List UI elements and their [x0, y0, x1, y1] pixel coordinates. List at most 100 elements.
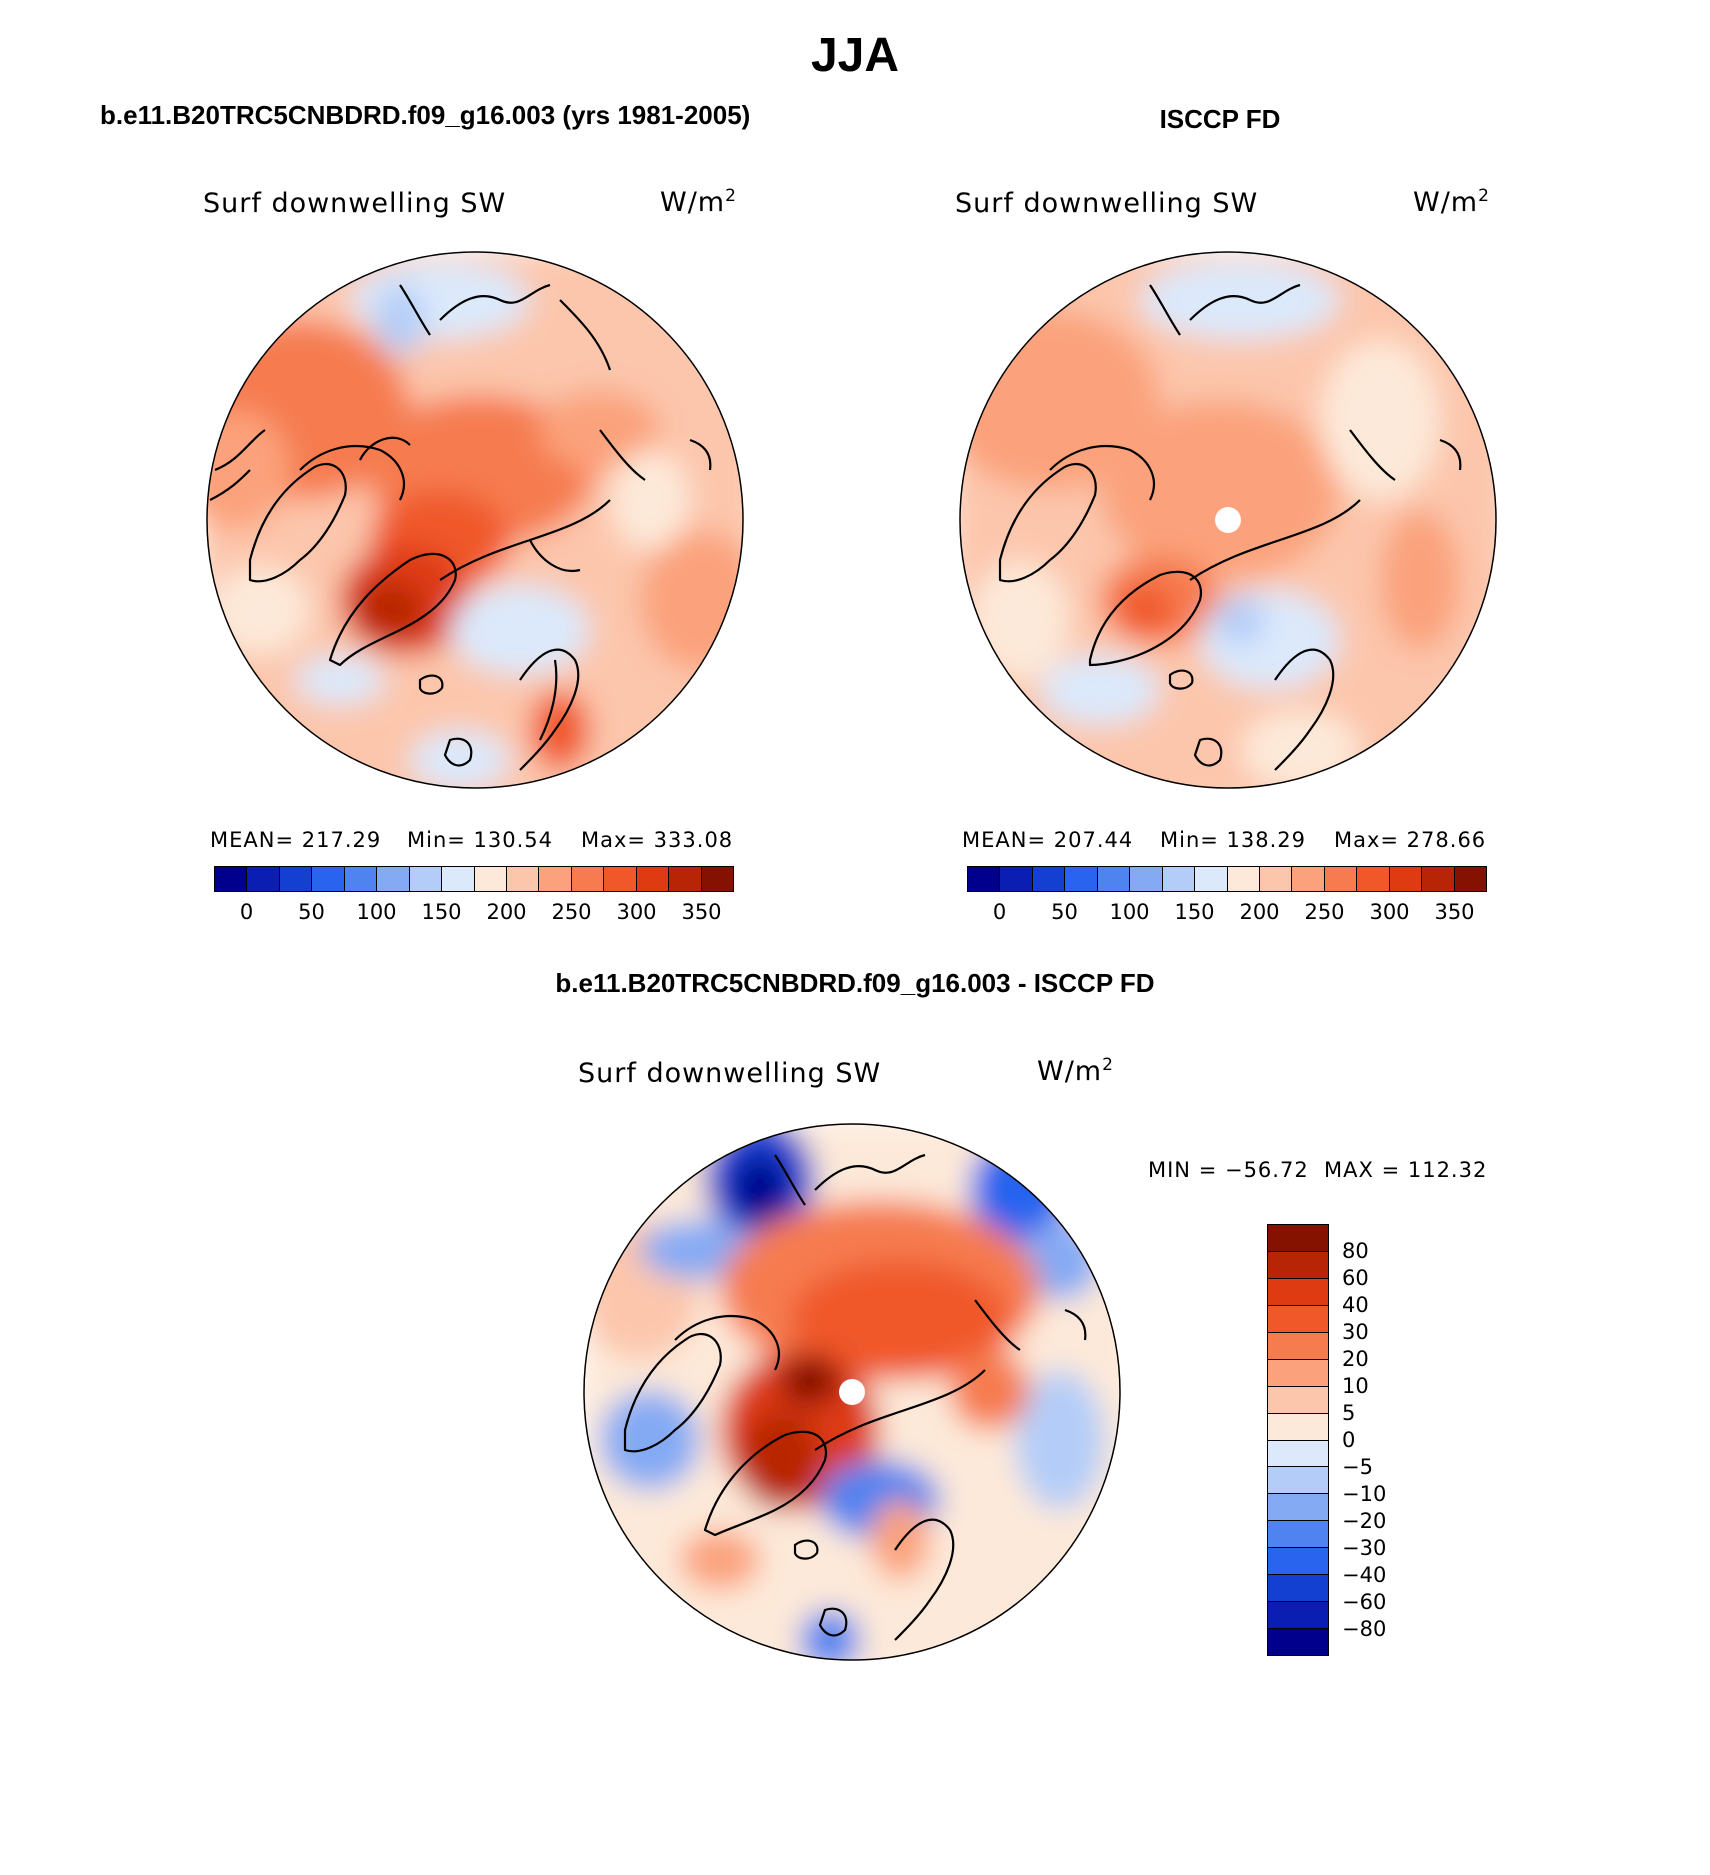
obs-colorbar: [967, 866, 1487, 892]
diff-colorbar-box: [1268, 1548, 1328, 1576]
diff-colorbar-box: [1268, 1386, 1328, 1414]
diff-colorbar-box: [1268, 1575, 1328, 1603]
obs-colorbar-box: [1259, 867, 1293, 891]
model-units-label: W/m2: [660, 186, 737, 218]
diff-field: [584, 1124, 1120, 1660]
diff-colorbar-box: [1268, 1251, 1328, 1279]
figure-title: JJA: [810, 29, 900, 82]
diff-colorbar-box: [1268, 1278, 1328, 1306]
diff-coastlines: [623, 1153, 1087, 1641]
diff-colorbar-tick-label: −60: [1342, 1590, 1387, 1614]
model-colorbar-box: [571, 867, 605, 891]
obs-min: Min= 138.29: [1160, 828, 1307, 852]
model-colorbar-box: [442, 867, 475, 891]
obs-colorbar-box: [1097, 867, 1131, 891]
obs-colorbar-box: [1422, 867, 1455, 891]
model-case-title: b.e11.B20TRC5CNBDRD.f09_g16.003 (yrs 198…: [100, 100, 751, 130]
model-field: [207, 252, 743, 788]
obs-colorbar-box: [1195, 867, 1228, 891]
obs-colorbar-tick-label: 100: [1109, 900, 1150, 924]
diff-pole-mask: [839, 1379, 865, 1405]
model-colorbar-box: [215, 867, 248, 891]
diff-colorbar-tick-label: 10: [1342, 1374, 1369, 1398]
obs-colorbar-box: [1000, 867, 1033, 891]
diff-colorbar-box: [1268, 1413, 1328, 1441]
model-map: [207, 252, 743, 788]
diff-colorbar-tick-label: −80: [1342, 1617, 1387, 1641]
diff-colorbar-box: [1268, 1521, 1328, 1549]
obs-max: Max= 278.66: [1334, 828, 1487, 852]
model-colorbar-tick-label: 350: [681, 900, 722, 924]
obs-colorbar-box: [1032, 867, 1066, 891]
diff-colorbar-box: [1268, 1305, 1328, 1333]
diff-colorbar-box: [1268, 1332, 1328, 1360]
model-variable-label: Surf downwelling SW: [203, 188, 507, 219]
diff-colorbar-tick-label: −5: [1342, 1455, 1373, 1479]
obs-colorbar-tick-label: 350: [1434, 900, 1475, 924]
obs-pole-mask: [1215, 507, 1241, 533]
diff-colorbar: [1267, 1224, 1329, 1656]
diff-colorbar-tick-label: 30: [1342, 1320, 1369, 1344]
diff-colorbar-ticks: 80 60 40 30 20 10 5 0 −5 −10 −20 −30 −40 −60 −80: [1342, 1224, 1422, 1656]
obs-colorbar-box: [1389, 867, 1423, 891]
model-colorbar-box: [701, 867, 733, 891]
diff-map-boundary: [583, 1123, 1121, 1661]
obs-variable-label: Surf downwelling SW: [955, 188, 1259, 219]
model-colorbar-box: [604, 867, 637, 891]
obs-coastlines: [998, 283, 1462, 771]
model-colorbar-box: [539, 867, 572, 891]
obs-colorbar-box: [1357, 867, 1390, 891]
diff-colorbar-tick-label: 5: [1342, 1401, 1356, 1425]
model-colorbar: [214, 866, 734, 892]
model-colorbar-box: [636, 867, 670, 891]
obs-colorbar-box: [1227, 867, 1260, 891]
model-colorbar-tick-label: 100: [356, 900, 397, 924]
model-colorbar-tick-label: 150: [421, 900, 462, 924]
obs-colorbar-tick-label: 0: [992, 900, 1007, 924]
diff-map: [584, 1124, 1120, 1660]
obs-colorbar-box: [1454, 867, 1486, 891]
obs-mean: MEAN= 207.44: [962, 828, 1134, 852]
diff-colorbar-tick-label: 80: [1342, 1239, 1369, 1263]
obs-colorbar-tick-label: 150: [1174, 900, 1215, 924]
diff-colorbar-tick-label: −30: [1342, 1536, 1387, 1560]
diff-colorbar-tick-label: −10: [1342, 1482, 1387, 1506]
model-colorbar-tick-label: 300: [616, 900, 657, 924]
diff-colorbar-box: [1268, 1359, 1328, 1387]
model-colorbar-box: [474, 867, 507, 891]
model-colorbar-tick-label: 50: [298, 900, 325, 924]
diff-colorbar-tick-label: −20: [1342, 1509, 1387, 1533]
model-colorbar-box: [279, 867, 313, 891]
obs-colorbar-tick-label: 250: [1304, 900, 1345, 924]
model-colorbar-box: [344, 867, 378, 891]
obs-colorbar-tick-label: 50: [1051, 900, 1078, 924]
model-colorbar-box: [506, 867, 540, 891]
obs-colorbar-box: [1130, 867, 1163, 891]
diff-colorbar-box: [1268, 1225, 1328, 1252]
obs-colorbar-tick-label: 200: [1239, 900, 1280, 924]
diff-colorbar-tick-label: 20: [1342, 1347, 1369, 1371]
difference-title: b.e11.B20TRC5CNBDRD.f09_g16.003 - ISCCP …: [555, 968, 1155, 998]
diff-colorbar-tick-label: 0: [1342, 1428, 1356, 1452]
diff-minmax: MIN = −56.72 MAX = 112.32: [1148, 1158, 1488, 1182]
diff-variable-label: Surf downwelling SW: [578, 1058, 882, 1089]
model-max: Max= 333.08: [581, 828, 734, 852]
obs-map-boundary: [959, 251, 1497, 789]
obs-colorbar-box: [1162, 867, 1196, 891]
model-colorbar-tick-label: 200: [486, 900, 527, 924]
model-colorbar-box: [312, 867, 345, 891]
model-colorbar-tick-label: 250: [551, 900, 592, 924]
obs-colorbar-box: [1292, 867, 1325, 891]
diff-colorbar-tick-label: −40: [1342, 1563, 1387, 1587]
model-coastlines: [209, 283, 712, 771]
diff-colorbar-box: [1268, 1494, 1328, 1522]
model-colorbar-ticks: 0 50 100 150 200 250 300 350: [214, 900, 734, 930]
diff-colorbar-box: [1268, 1440, 1328, 1468]
obs-colorbar-ticks: 0 50 100 150 200 250 300 350: [967, 900, 1487, 930]
diff-colorbar-box: [1268, 1629, 1328, 1655]
model-colorbar-box: [377, 867, 410, 891]
model-colorbar-box: [247, 867, 280, 891]
obs-units-label: W/m2: [1413, 186, 1490, 218]
obs-colorbar-box: [1065, 867, 1098, 891]
obs-colorbar-tick-label: 300: [1369, 900, 1410, 924]
